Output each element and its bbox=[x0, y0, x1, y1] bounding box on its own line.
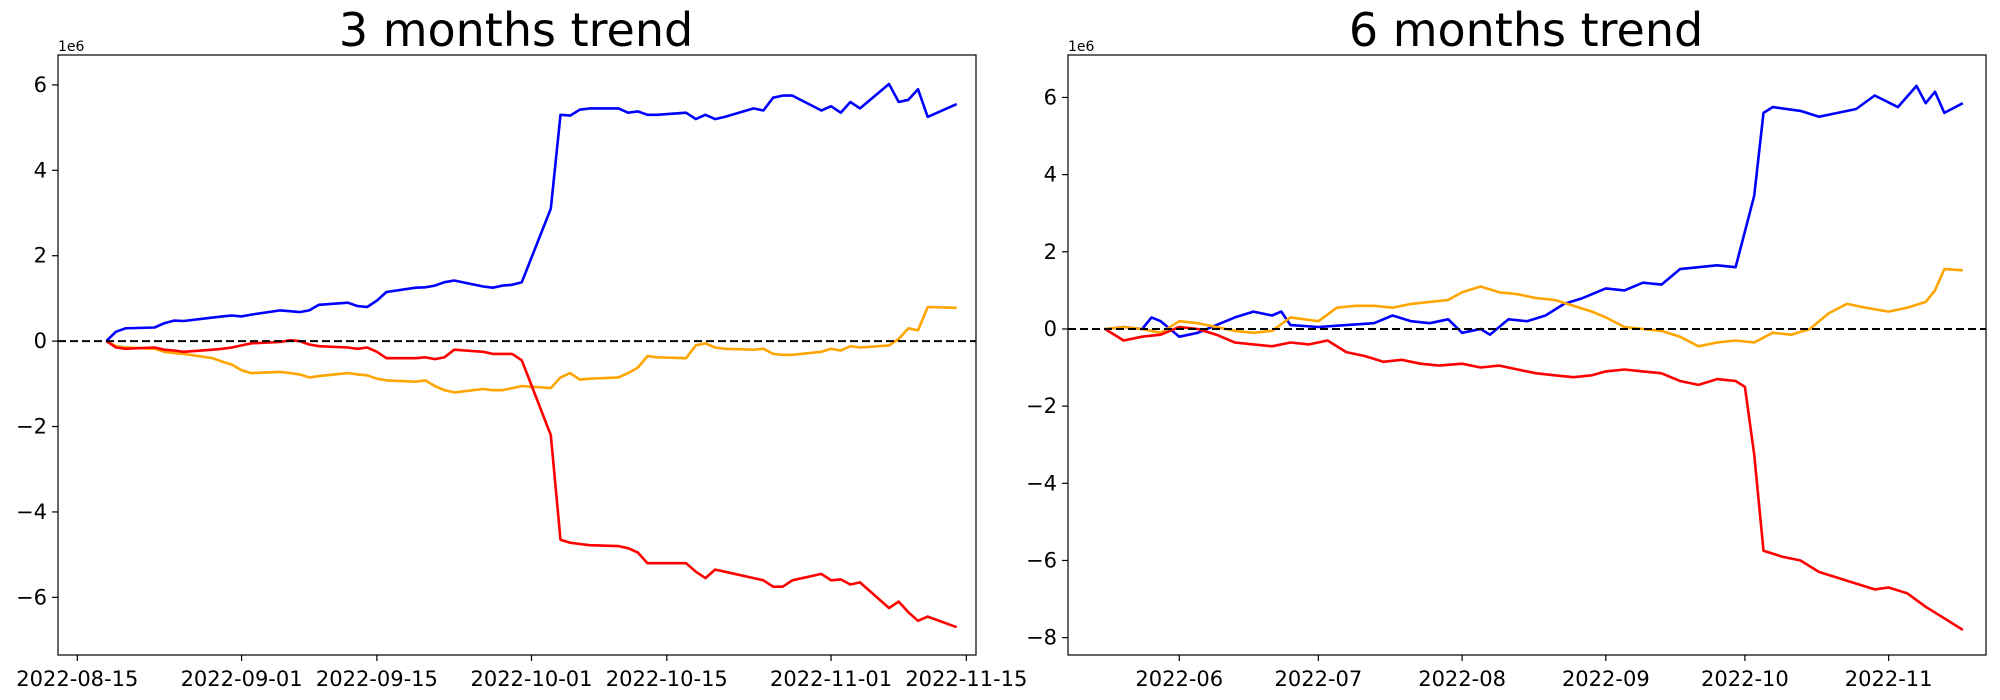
series-line-2 bbox=[1104, 325, 1964, 632]
series-line-0 bbox=[1104, 84, 1964, 339]
x-tick-label: 2022-11-15 bbox=[905, 667, 1027, 691]
y-tick-label: −4 bbox=[1026, 471, 1057, 495]
y-tick-label: 2 bbox=[34, 244, 47, 268]
y-tick-label: −6 bbox=[1026, 548, 1057, 572]
x-tick-label: 2022-10-01 bbox=[470, 667, 592, 691]
x-tick-label: 2022-09-01 bbox=[181, 667, 303, 691]
x-tick-label: 2022-08 bbox=[1418, 667, 1506, 691]
chart-title: 3 months trend bbox=[339, 3, 693, 57]
series-layer bbox=[105, 82, 958, 629]
y-tick-label: −8 bbox=[1026, 626, 1057, 650]
ticks-layer: 6 4 2 0 −2 −4 −6 2022-08-15 2022-09-01 2022-09-15… bbox=[16, 73, 1027, 691]
x-tick-label: 2022-11 bbox=[1845, 667, 1933, 691]
y-tick-label: −2 bbox=[1026, 394, 1057, 418]
y-tick-label: 0 bbox=[1044, 317, 1057, 341]
y-tick-label: −2 bbox=[16, 415, 47, 439]
y-tick-label: −6 bbox=[16, 585, 47, 609]
y-tick-label: 6 bbox=[1044, 85, 1057, 109]
x-tick-label: 2022-10-15 bbox=[606, 667, 728, 691]
chart-6-months: 6 months trend 1e6 6 4 2 0 −2 −4 −6 −8 2022-06 20… bbox=[1026, 3, 1987, 691]
y-tick-label: 4 bbox=[1044, 163, 1057, 187]
series-line-2 bbox=[105, 338, 958, 629]
x-tick-label: 2022-06 bbox=[1135, 667, 1223, 691]
y-tick-label: 6 bbox=[34, 73, 47, 97]
x-tick-label: 2022-09-15 bbox=[316, 667, 438, 691]
x-tick-label: 2022-08-15 bbox=[16, 667, 138, 691]
series-layer bbox=[1104, 84, 1964, 632]
axes-frame bbox=[57, 54, 977, 656]
series-line-1 bbox=[1104, 267, 1963, 348]
y-tick-label: 0 bbox=[34, 329, 47, 353]
axes-frame bbox=[1067, 54, 1987, 656]
ticks-layer: 6 4 2 0 −2 −4 −6 −8 2022-06 2022-07 2022-08 2022-09… bbox=[1026, 85, 1932, 691]
series-line-1 bbox=[105, 305, 957, 394]
x-tick-label: 2022-07 bbox=[1274, 667, 1362, 691]
y-scale-label: 1e6 bbox=[1068, 39, 1095, 55]
series-line-0 bbox=[105, 82, 958, 343]
y-tick-label: 4 bbox=[34, 158, 47, 182]
y-scale-label: 1e6 bbox=[58, 39, 85, 55]
y-tick-label: 2 bbox=[1044, 240, 1057, 264]
chart-3-months: 3 months trend 1e6 6 4 2 0 −2 −4 −6 2022-08-15 2… bbox=[16, 3, 1027, 691]
y-tick-label: −4 bbox=[16, 500, 47, 524]
chart-title: 6 months trend bbox=[1349, 3, 1703, 57]
x-tick-label: 2022-09 bbox=[1562, 667, 1650, 691]
x-tick-label: 2022-11-01 bbox=[770, 667, 892, 691]
x-tick-label: 2022-10 bbox=[1701, 667, 1789, 691]
